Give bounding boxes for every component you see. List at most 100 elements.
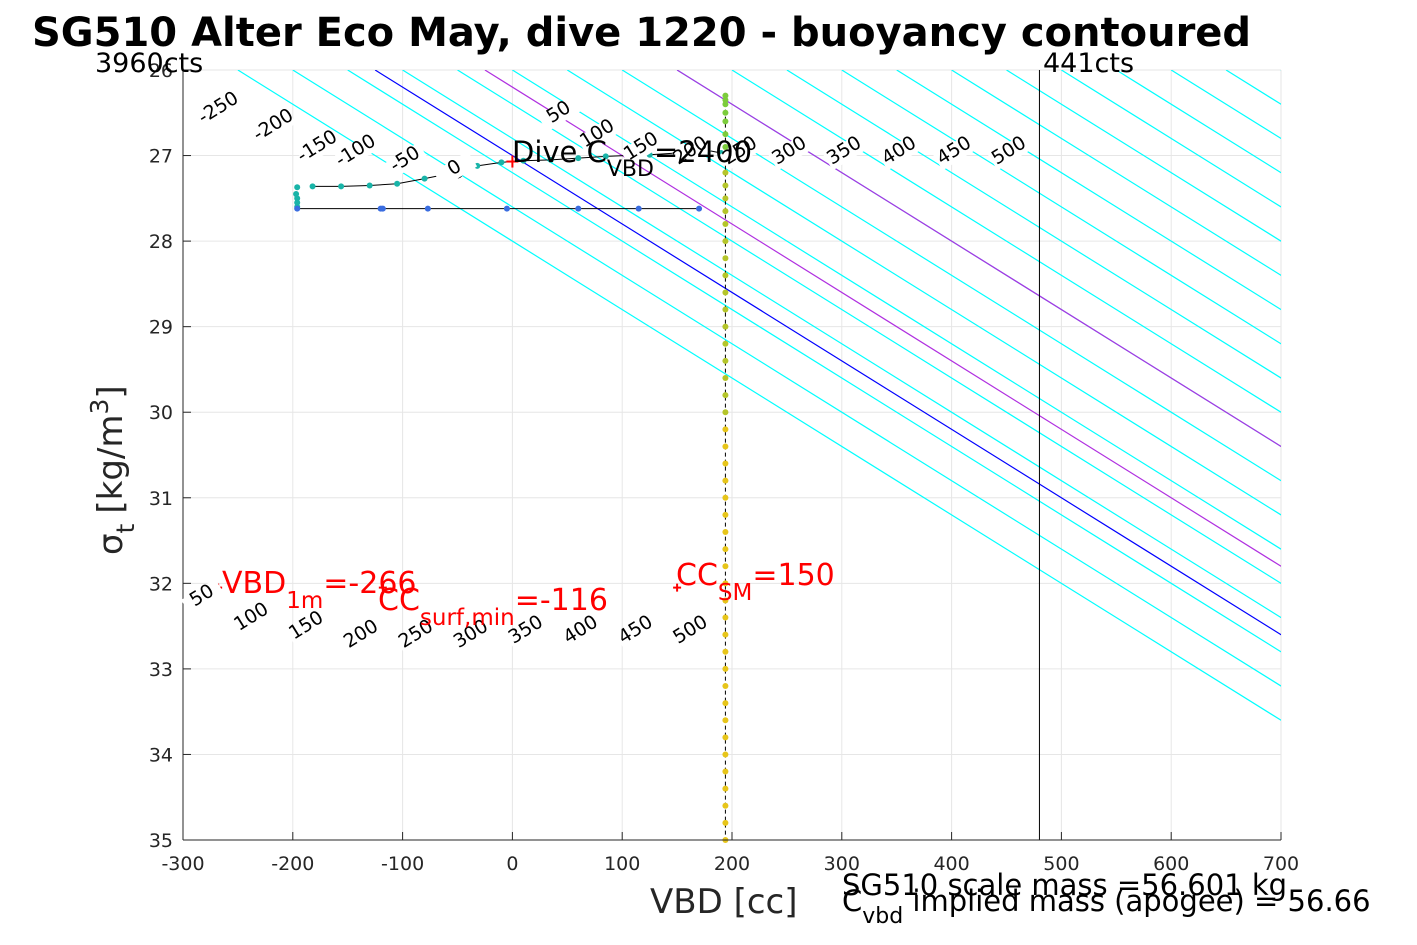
- x-tick-label: 600: [1153, 853, 1189, 875]
- cc-sm-annotation: CCSM=150: [676, 558, 835, 606]
- y-axis-label: σt[kg/m3]: [85, 385, 140, 555]
- cyan-contour: [896, 70, 1281, 311]
- depth-point: [722, 357, 729, 364]
- climb-point: [294, 205, 301, 212]
- cyan-contour: [731, 70, 1281, 413]
- x-tick-label: 300: [824, 853, 860, 875]
- cc-surf-min-marker: [378, 583, 387, 592]
- climb-point: [379, 205, 386, 212]
- depth-point: [722, 101, 729, 108]
- x-tick-label: 500: [1043, 853, 1079, 875]
- x-tick-label: -100: [381, 853, 424, 875]
- depth-point: [722, 323, 729, 330]
- y-tick-label: 31: [149, 488, 173, 510]
- descent-point: [498, 159, 505, 166]
- cyan-contour: [566, 70, 1281, 516]
- depth-point: [722, 272, 729, 279]
- depth-point: [722, 751, 729, 758]
- cyan-contour: [786, 70, 1281, 379]
- cyan-contour: [841, 70, 1281, 345]
- depth-point: [722, 802, 729, 809]
- magenta-contour: [484, 70, 1281, 567]
- descent-point: [309, 183, 316, 190]
- chart-title: SG510 Alter Eco May, dive 1220 - buoyanc…: [32, 10, 1251, 56]
- blue-contour: [374, 70, 1281, 636]
- depth-point: [722, 375, 729, 381]
- vbd-1m-annotation: VBD1m=-266: [222, 566, 417, 614]
- cc-sm-marker: [673, 583, 682, 592]
- dive-c-annotation: Dive CVBD=2400: [512, 135, 752, 182]
- depth-point: [722, 131, 729, 138]
- cyan-contour: [347, 70, 1281, 653]
- x-tick-label: 700: [1263, 853, 1299, 875]
- depth-point: [722, 648, 729, 655]
- cyan-contour: [676, 70, 1281, 448]
- descent-point: [294, 199, 301, 206]
- x-tick-label: 100: [604, 853, 640, 875]
- depth-point: [722, 734, 729, 741]
- depth-point: [722, 700, 729, 707]
- depth-point: [722, 477, 729, 484]
- y-tick-label: 26: [149, 60, 173, 82]
- depth-point: [722, 169, 729, 176]
- x-tick-label: 400: [933, 853, 969, 875]
- y-tick-label: 30: [149, 402, 173, 424]
- cyan-contour: [1006, 70, 1281, 242]
- depth-point: [722, 597, 729, 604]
- x-tick-label: 0: [506, 853, 518, 875]
- y-tick-label: 34: [149, 744, 173, 766]
- descent-point: [294, 195, 301, 202]
- depth-point: [722, 306, 729, 313]
- depth-point: [722, 665, 729, 672]
- depth-point: [722, 614, 729, 621]
- cyan-contour: [402, 70, 1281, 619]
- cyan-contour: [292, 70, 1281, 687]
- grid: [182, 69, 1282, 841]
- depth-point: [722, 195, 729, 202]
- climb-point: [635, 205, 642, 212]
- corner-label-right: 441cts: [1043, 48, 1134, 79]
- cyan-contour: [1280, 70, 1281, 71]
- depth-point: [722, 182, 729, 189]
- cyan-contour: [1061, 70, 1281, 208]
- depth-point: [722, 144, 729, 150]
- climb-point: [696, 205, 703, 212]
- descent-point: [366, 182, 373, 189]
- x-tick-label: -200: [271, 853, 314, 875]
- cyan-contour: [512, 70, 1281, 550]
- y-tick-label: 33: [149, 659, 173, 681]
- y-tick-label: 32: [149, 573, 173, 595]
- depth-point: [722, 717, 729, 724]
- depth-point: [722, 511, 729, 518]
- depth-point: [722, 494, 729, 501]
- descent-point: [602, 153, 609, 160]
- y-tick-label: 35: [149, 830, 173, 852]
- axes: [182, 69, 1282, 841]
- dive-c-marker: [506, 155, 519, 168]
- data-series: [214, 92, 729, 843]
- depth-point: [722, 238, 729, 245]
- depth-point: [722, 340, 729, 347]
- descent-point: [394, 180, 401, 187]
- descent-point: [421, 175, 428, 182]
- y-tick-label: 28: [149, 231, 173, 253]
- depth-point: [722, 409, 729, 416]
- depth-point: [722, 289, 729, 296]
- cc-surf-min-annotation: CCsurf,min=-116: [378, 583, 608, 631]
- depth-point: [722, 460, 729, 467]
- cyan-contour: [1115, 70, 1281, 174]
- tick-labels: -300 -200 -100 0 100 200 300 400 500 600 700 26 27 28…: [149, 60, 1299, 875]
- depth-point: [722, 96, 729, 103]
- cyan-contour: [1170, 70, 1281, 140]
- descent-point: [520, 157, 527, 164]
- depth-point: [722, 221, 729, 227]
- descent-point: [575, 155, 582, 162]
- cyan-contour: [621, 70, 1281, 482]
- scale-mass-text: SG510 scale mass =56.601 kg: [842, 868, 1287, 902]
- climb-point: [424, 205, 431, 212]
- contour-label-top: -150: [293, 125, 341, 166]
- depth-point: [722, 529, 729, 535]
- y-tick-label: 29: [149, 317, 173, 339]
- depth-point: [722, 255, 729, 262]
